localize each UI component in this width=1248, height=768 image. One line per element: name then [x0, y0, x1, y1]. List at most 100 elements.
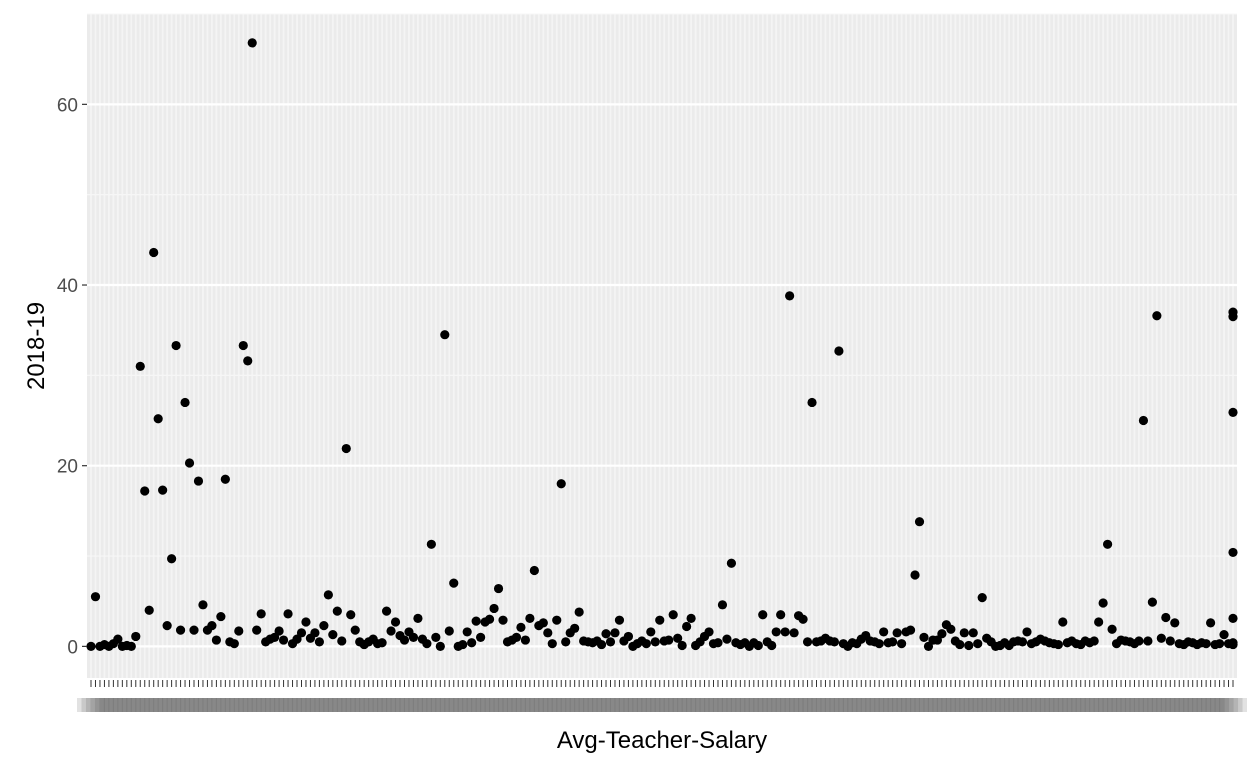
x-tick-label-mark [918, 698, 947, 712]
data-point [175, 625, 186, 635]
data-point [785, 291, 795, 301]
x-tick-label-mark [1111, 698, 1140, 712]
x-tick-label-mark [968, 698, 997, 712]
data-point [476, 632, 486, 642]
x-tick-label-mark [497, 698, 526, 712]
x-tick-label-mark [717, 698, 746, 712]
x-tick-label-mark [399, 698, 428, 712]
data-point [605, 637, 616, 647]
x-tick-label-mark [560, 698, 589, 712]
data-point [547, 639, 557, 649]
x-tick-label-mark [215, 698, 244, 712]
x-tick-label-mark [721, 698, 750, 712]
x-tick-label-mark [632, 698, 661, 712]
data-point [229, 639, 239, 649]
data-point [350, 625, 360, 635]
x-tick-label-mark [148, 698, 177, 712]
x-tick-label-mark [224, 698, 253, 712]
y-gridlines [87, 13, 1237, 648]
x-tick-label-mark [686, 698, 715, 712]
data-point [570, 623, 580, 633]
data-point [682, 621, 692, 632]
data-point [467, 638, 477, 648]
x-tick-label-mark [645, 698, 674, 712]
x-tick-label-mark [1138, 698, 1167, 712]
data-point [167, 554, 177, 564]
x-tick-label-mark [466, 698, 495, 712]
x-tick-label-mark [856, 698, 885, 712]
data-point [1219, 630, 1229, 640]
x-tick-label-mark [762, 698, 791, 712]
x-tick-label-mark [489, 698, 518, 712]
x-tick-label-mark [842, 698, 871, 712]
data-point [937, 629, 947, 639]
data-point [386, 626, 396, 636]
x-tick-label-mark [1030, 698, 1059, 712]
x-tick-label-mark [663, 698, 692, 712]
x-tick-label-mark [1147, 698, 1176, 712]
x-tick-label-mark [139, 698, 168, 712]
x-tick-label-mark [162, 698, 191, 712]
data-point [471, 616, 481, 626]
x-tick-label-mark [1169, 698, 1198, 712]
x-tick-label-mark [690, 698, 719, 712]
data-point [346, 610, 356, 620]
x-tick-label-mark [229, 698, 258, 712]
data-point [897, 639, 907, 649]
data-point [955, 639, 965, 650]
x-tick-label-mark [954, 698, 983, 712]
data-point [1214, 639, 1225, 649]
x-tick-label-mark [703, 698, 732, 712]
x-tick-label-mark [578, 698, 607, 712]
data-point [780, 627, 790, 637]
data-point [610, 628, 620, 638]
data-point [1228, 639, 1238, 650]
x-tick-label-mark [592, 698, 621, 712]
x-tick-label-mark [1205, 698, 1234, 712]
x-tick-label-mark [1214, 698, 1243, 712]
data-point [113, 634, 123, 644]
x-tick-label-mark [1165, 698, 1194, 712]
data-point [1107, 624, 1117, 634]
x-tick-label-mark [959, 698, 988, 712]
x-tick-label-mark [1057, 698, 1086, 712]
x-tick-label-mark [833, 698, 862, 712]
x-tick-label-mark [305, 698, 334, 712]
x-tick-label-mark [274, 698, 303, 712]
data-point [399, 635, 410, 645]
x-tick-label-mark [359, 698, 388, 712]
x-tick-label-mark [708, 698, 737, 712]
data-point [516, 622, 526, 633]
x-axis-title: Avg-Teacher-Salary [557, 727, 767, 754]
x-tick-label-mark [753, 698, 782, 712]
x-tick-label-mark [260, 698, 289, 712]
y-tick-label: 20 [57, 457, 78, 478]
data-point [1161, 612, 1171, 623]
data-point [1147, 597, 1157, 607]
x-tick-label-mark [1098, 698, 1127, 712]
data-point [238, 340, 248, 351]
x-tick-label-mark [712, 698, 741, 712]
x-tick-label-mark [565, 698, 594, 712]
x-tick-label-mark [533, 698, 562, 712]
x-tick-label-mark [981, 698, 1010, 712]
x-tick-label-mark [112, 698, 141, 712]
data-point [722, 634, 732, 644]
data-point [162, 621, 172, 631]
data-point [86, 641, 96, 651]
x-tick-label-mark [323, 698, 352, 712]
data-point [144, 605, 154, 615]
data-point [158, 485, 168, 495]
data-point [1228, 312, 1238, 322]
data-point [310, 628, 320, 638]
data-point [677, 640, 687, 651]
x-tick-label-mark [403, 698, 432, 712]
data-point [888, 637, 898, 647]
x-tick-label-mark [309, 698, 338, 712]
x-tick-label-mark [1178, 698, 1207, 712]
x-tick-label-mark [744, 698, 773, 712]
x-tick-label-mark [605, 698, 634, 712]
x-tick-label-mark [824, 698, 853, 712]
x-tick-label-mark [408, 698, 437, 712]
x-tick-label-mark [220, 698, 249, 712]
